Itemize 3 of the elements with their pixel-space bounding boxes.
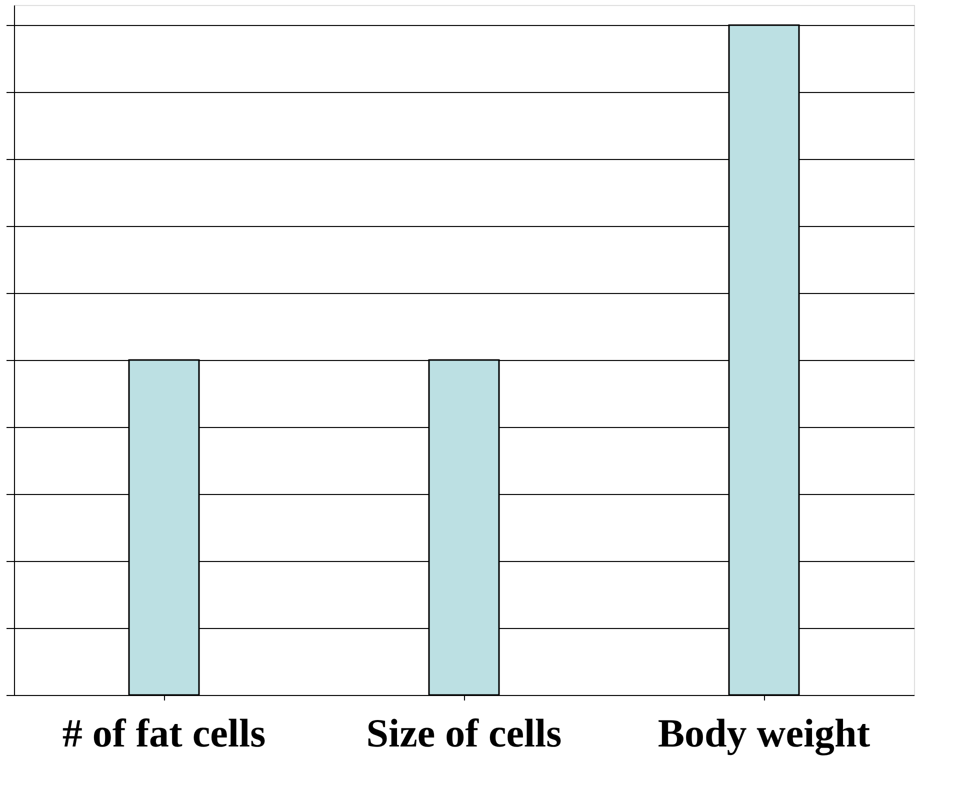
x-tick-label: # of fat cells — [62, 710, 266, 756]
x-tick-label: Body weight — [658, 710, 871, 756]
x-tick-label: Size of cells — [366, 710, 562, 756]
